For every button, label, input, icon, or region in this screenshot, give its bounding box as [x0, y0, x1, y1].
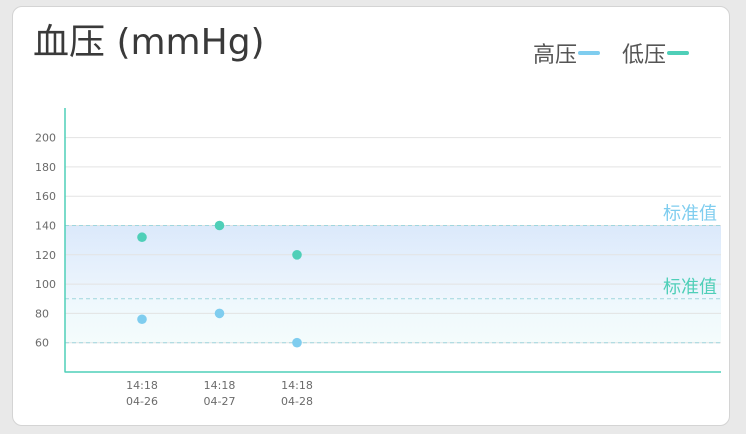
y-tick-label-200: 200: [35, 132, 56, 145]
reference-band-label-0: 标准值: [663, 204, 717, 225]
data-point-systolic-1: [214, 308, 225, 319]
data-point-systolic-0: [137, 314, 147, 325]
y-tick-label-120: 120: [35, 249, 56, 262]
legend-swatch-diastolic: [667, 51, 689, 55]
data-point-systolic-2: [292, 337, 302, 348]
y-tick-label-80: 80: [35, 307, 49, 320]
data-point-diastolic-0: [137, 232, 147, 243]
legend-label-systolic: 高压: [532, 43, 577, 68]
x-tick-date-0: 04-26: [126, 395, 158, 408]
x-tick-time-1: 14:18: [204, 379, 236, 392]
blood-pressure-chart: 6080100120140160180200标准值标准值14:1804-2614…: [35, 108, 721, 408]
x-tick-time-2: 14:18: [281, 379, 313, 392]
chart-legend: 高压 低压: [533, 37, 689, 69]
blood-pressure-card: 血压 (mmHg) 高压 低压 60 80 100 120 140 160 180 200 标准…: [12, 6, 730, 426]
y-tick-label-160: 160: [35, 190, 56, 203]
legend-swatch-systolic: [577, 51, 600, 55]
reference-band-0: [65, 225, 721, 299]
x-tick-time-0: 14:18: [126, 379, 158, 392]
y-tick-label-100: 100: [35, 278, 56, 291]
chart-title: 血压 (mmHg): [33, 22, 265, 63]
x-tick-date-2: 04-28: [281, 395, 313, 408]
x-tick-date-1: 04-27: [204, 395, 236, 408]
legend-item-systolic: 高压: [533, 37, 600, 69]
legend-item-diastolic: 低压: [622, 37, 689, 69]
reference-band-1: [65, 298, 721, 343]
y-tick-label-140: 140: [35, 220, 56, 233]
y-tick-label-180: 180: [35, 161, 56, 174]
legend-label-diastolic: 低压: [621, 43, 666, 68]
data-point-diastolic-1: [214, 220, 225, 231]
reference-band-label-1: 标准值: [663, 277, 717, 298]
y-tick-label-60: 60: [35, 337, 49, 350]
data-point-diastolic-2: [292, 250, 302, 260]
